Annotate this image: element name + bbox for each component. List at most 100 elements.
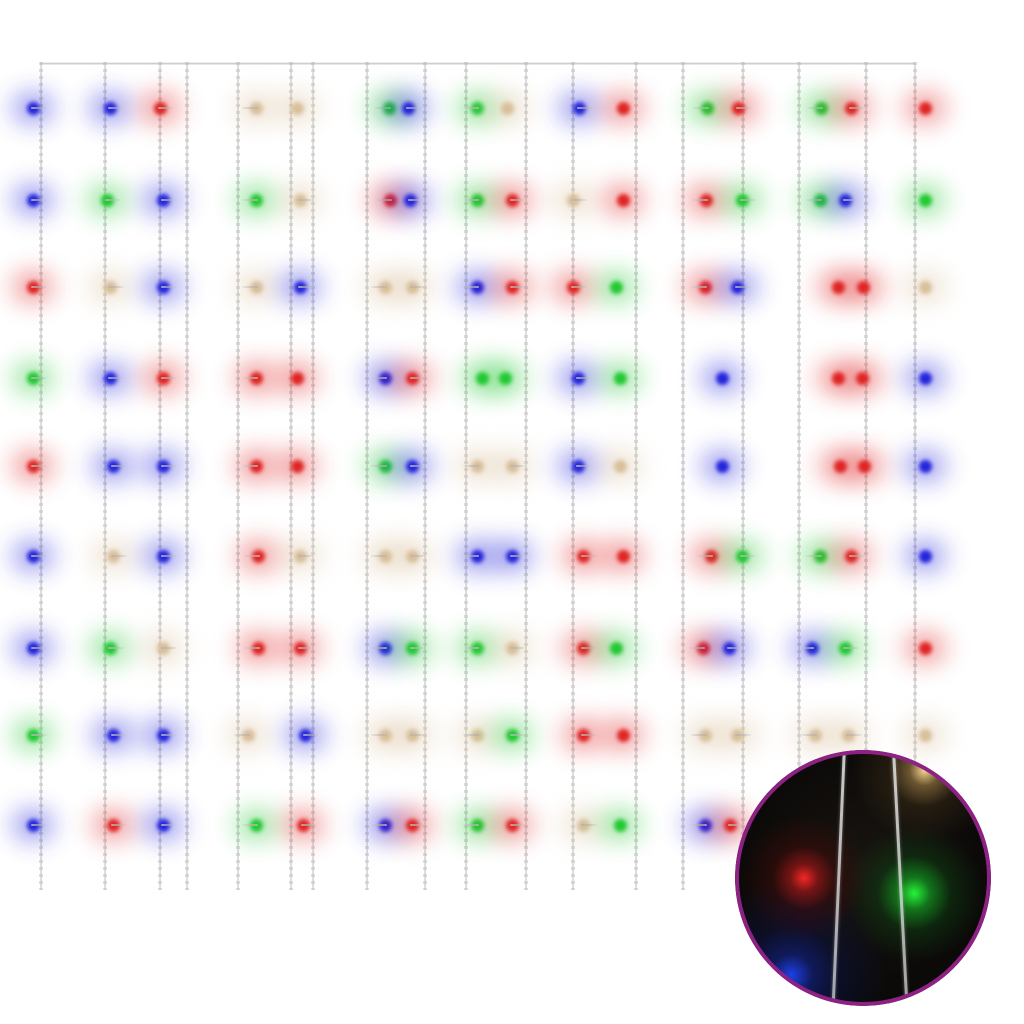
led-lead-wire xyxy=(161,377,177,379)
led-lead-wire xyxy=(111,734,127,736)
led-core xyxy=(290,371,304,385)
led-bulb-blue xyxy=(379,175,441,225)
led-lead-wire xyxy=(303,734,319,736)
led-lead-wire xyxy=(463,107,479,109)
led-core xyxy=(616,728,630,742)
magnified-detail-inset xyxy=(735,750,991,1006)
led-lead-wire xyxy=(728,824,744,826)
led-lead-wire xyxy=(736,107,752,109)
led-bulb-red xyxy=(82,800,144,850)
led-bulb-warm_white xyxy=(132,623,194,673)
led-lead-wire xyxy=(371,734,387,736)
led-bulb-green xyxy=(711,531,773,581)
led-bulb-green xyxy=(585,262,647,312)
led-lead-wire xyxy=(371,647,387,649)
led-lead-wire xyxy=(410,555,426,557)
led-bulb-red xyxy=(831,353,893,403)
led-lead-wire xyxy=(410,377,426,379)
led-lead-wire xyxy=(242,824,258,826)
led-lead-wire xyxy=(111,465,127,467)
led-lead-wire xyxy=(581,734,597,736)
led-bulb-red xyxy=(225,441,287,491)
led-lead-wire xyxy=(463,824,479,826)
led-core xyxy=(856,280,870,294)
led-lead-wire xyxy=(571,286,587,288)
led-lead-wire xyxy=(463,286,479,288)
led-lead-wire xyxy=(371,465,387,467)
led-lead-wire xyxy=(406,107,422,109)
led-bulb-blue xyxy=(894,531,956,581)
led-lead-wire xyxy=(581,555,597,557)
led-lead-wire xyxy=(849,555,865,557)
led-lead-wire xyxy=(697,555,713,557)
led-bulb-green xyxy=(894,175,956,225)
led-bulb-blue xyxy=(82,710,144,760)
led-core xyxy=(918,728,932,742)
led-bulb-warm_white xyxy=(481,441,543,491)
led-lead-wire xyxy=(161,286,177,288)
led-bulb-warm_white xyxy=(481,623,543,673)
led-bulb-warm_white xyxy=(217,710,279,760)
led-bulb-green xyxy=(589,800,651,850)
led-bulb-warm_white xyxy=(817,710,879,760)
led-lead-wire xyxy=(806,555,822,557)
led-bulb-red xyxy=(269,623,331,673)
led-lead-wire xyxy=(807,107,823,109)
led-lead-wire xyxy=(158,107,174,109)
led-lead-wire xyxy=(301,824,317,826)
led-bulb-warm_white xyxy=(894,710,956,760)
led-lead-wire xyxy=(111,555,127,557)
led-lead-wire xyxy=(31,555,47,557)
led-lead-wire xyxy=(510,286,526,288)
led-core xyxy=(918,371,932,385)
led-bulb-red xyxy=(552,710,614,760)
top-horizontal-wire xyxy=(40,62,915,65)
led-bulb-blue xyxy=(377,83,439,133)
led-bulb-green xyxy=(2,353,64,403)
led-bulb-blue xyxy=(691,441,753,491)
led-lead-wire xyxy=(801,734,817,736)
led-core xyxy=(918,193,932,207)
led-lead-wire xyxy=(691,734,707,736)
led-core xyxy=(855,371,869,385)
led-lead-wire xyxy=(798,647,814,649)
led-core xyxy=(857,459,871,473)
led-core xyxy=(613,371,627,385)
led-lead-wire xyxy=(689,647,705,649)
led-bulb-blue xyxy=(2,175,64,225)
led-lead-wire xyxy=(31,734,47,736)
led-bulb-red xyxy=(592,531,654,581)
led-lead-wire xyxy=(298,286,314,288)
led-bulb-warm_white xyxy=(225,83,287,133)
led-lead-wire xyxy=(576,377,592,379)
led-lead-wire xyxy=(740,199,756,201)
led-core xyxy=(918,101,932,115)
led-lead-wire xyxy=(463,647,479,649)
led-bulb-warm_white xyxy=(542,175,604,225)
led-bulb-red xyxy=(266,353,328,403)
led-lead-wire xyxy=(161,555,177,557)
led-bulb-red xyxy=(225,353,287,403)
led-lead-wire xyxy=(31,647,47,649)
led-lead-wire xyxy=(843,647,859,649)
led-bulb-red xyxy=(2,441,64,491)
led-lead-wire xyxy=(371,824,387,826)
led-bulb-red xyxy=(592,710,654,760)
led-bulb-red xyxy=(129,83,191,133)
led-core xyxy=(498,371,512,385)
led-core xyxy=(918,280,932,294)
led-bulb-warm_white xyxy=(476,83,538,133)
led-lead-wire xyxy=(242,199,258,201)
led-lead-wire xyxy=(463,199,479,201)
led-lead-wire xyxy=(161,465,177,467)
led-bulb-blue xyxy=(814,175,876,225)
led-lead-wire xyxy=(298,555,314,557)
led-lead-wire xyxy=(693,107,709,109)
led-bulb-green xyxy=(225,800,287,850)
led-core xyxy=(500,101,514,115)
led-bulb-green xyxy=(711,175,773,225)
led-bulb-red xyxy=(699,800,761,850)
led-lead-wire xyxy=(242,377,258,379)
led-bulb-blue xyxy=(132,262,194,312)
